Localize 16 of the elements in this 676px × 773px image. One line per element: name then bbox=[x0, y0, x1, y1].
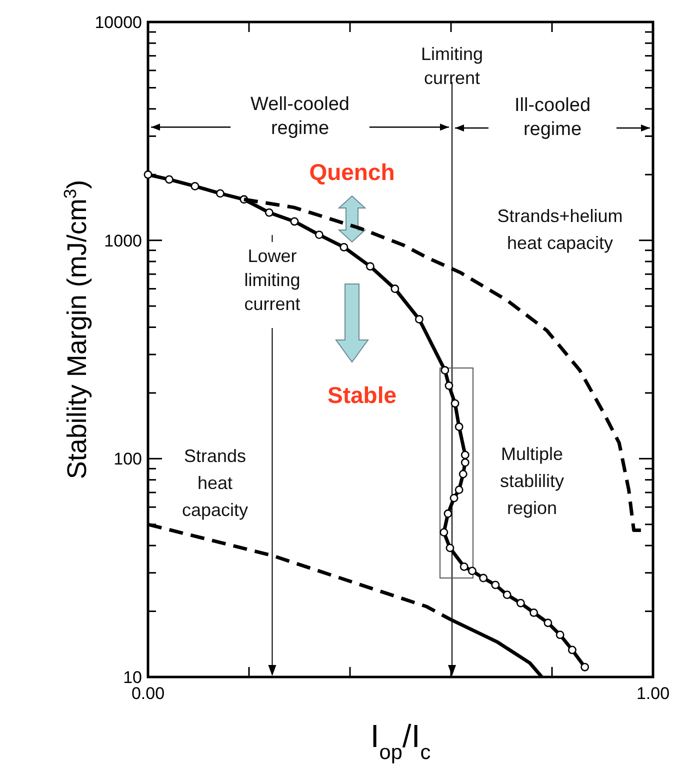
series-label: Strands+helium heat capacity bbox=[497, 206, 623, 253]
x-tick-label: 0.00 bbox=[131, 684, 165, 703]
ref-line-label: Limiting current bbox=[420, 44, 484, 88]
x-tick-label: 1.00 bbox=[636, 684, 670, 703]
x-axis-title: I$_{op}$/I$_{c}$ bbox=[370, 718, 431, 764]
series-label: Strands heat capacity bbox=[182, 446, 248, 520]
y-tick-label: 10 bbox=[123, 668, 142, 687]
ref-line-label: Lower limiting current bbox=[244, 246, 300, 314]
y-tick-label: 100 bbox=[114, 450, 142, 469]
y-tick-label: 1000 bbox=[104, 231, 142, 250]
y-tick-label: 10000 bbox=[94, 12, 142, 32]
annotation: Stable bbox=[327, 382, 397, 408]
annotation: Quench bbox=[309, 159, 395, 185]
annotation: Well-cooled regime bbox=[250, 94, 350, 140]
annotation: Ill-cooled regime bbox=[514, 95, 591, 140]
annotation: Multiple stablility region bbox=[500, 444, 564, 518]
